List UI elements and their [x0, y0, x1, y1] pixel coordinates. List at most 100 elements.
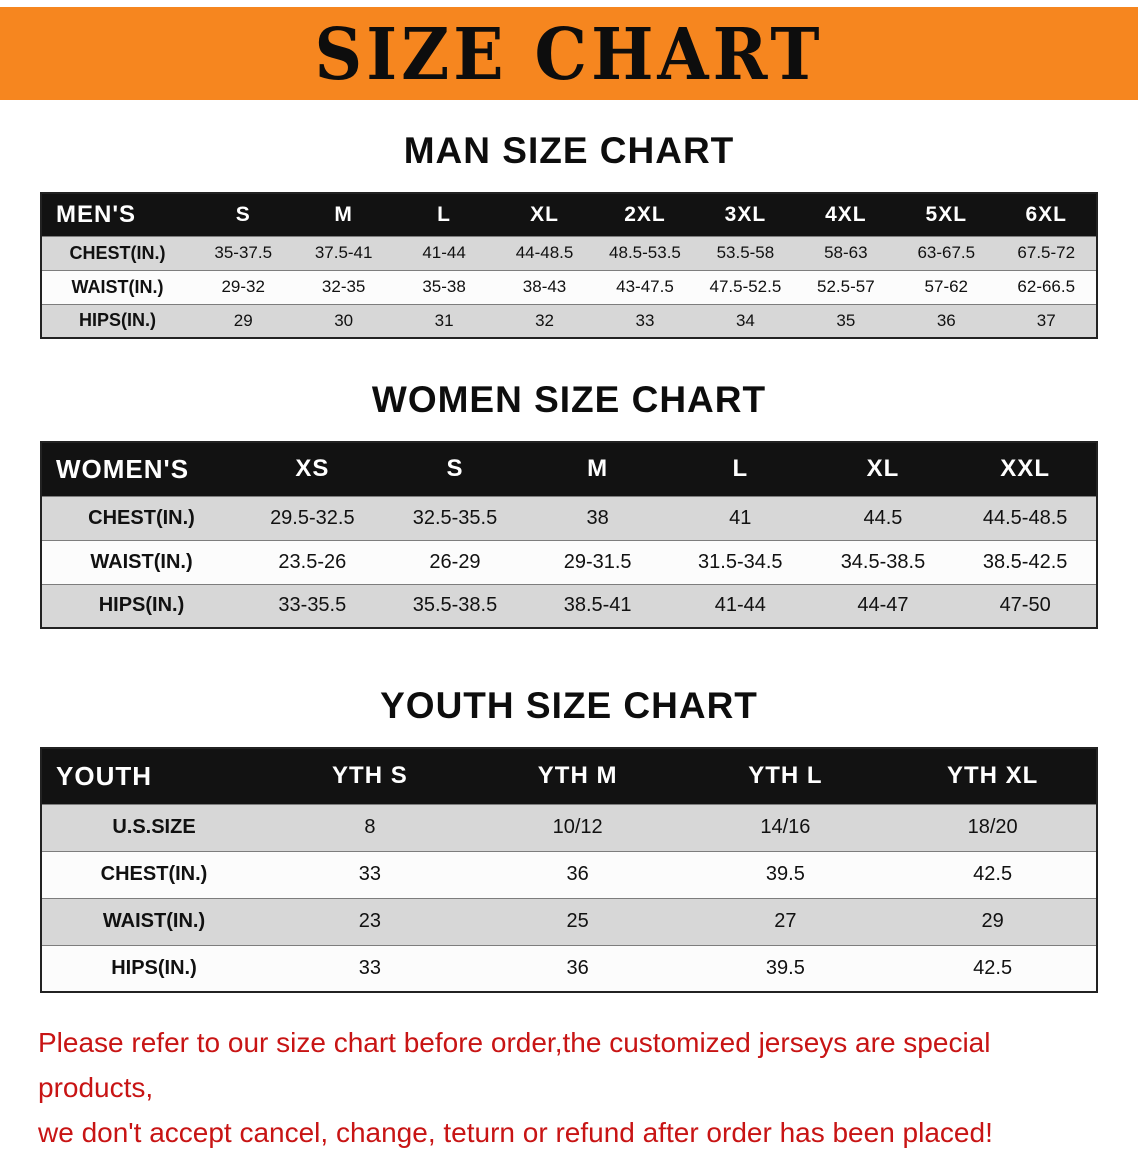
table-title-cell: YOUTH: [56, 760, 152, 791]
size-value-cell: 36: [566, 956, 589, 979]
row-label: CHEST(IN.): [69, 242, 166, 263]
size-value-cell: 30: [334, 310, 354, 330]
measurement-row: CHEST(IN.) 29.5-32.5 32.5-35.5 38 41 44.5 44.5…: [41, 496, 1097, 540]
size-column-header: 3XL: [724, 202, 767, 226]
size-value-cell: 29.5-32.5: [270, 506, 355, 529]
size-value-cell: 31: [434, 310, 454, 330]
size-value-cell: 38: [586, 506, 609, 529]
size-value-cell: 35-38: [422, 277, 466, 296]
women-section-heading: WOMEN SIZE CHART: [371, 379, 767, 420]
size-value-cell: 8: [364, 816, 376, 838]
size-column-header: 6XL: [1025, 202, 1067, 226]
size-value-cell: 18/20: [967, 816, 1018, 838]
size-value-cell: 36: [566, 863, 589, 885]
row-label: WAIST(IN.): [90, 550, 193, 573]
size-column-header: S: [446, 455, 464, 483]
table-header-row: YOUTH YTH S YTH M YTH L YTH XL: [41, 748, 1097, 804]
size-value-cell: 63-67.5: [917, 243, 976, 262]
size-value-cell: 39.5: [765, 863, 805, 885]
size-column-header: XL: [866, 455, 900, 483]
size-value-cell: 26-29: [429, 550, 481, 573]
size-value-cell: 38.5-41: [563, 594, 632, 617]
men-size-section: MAN SIZE CHART MEN'S S M L XL 2XL 3XL 4XL 5XL 6XL…: [0, 130, 1138, 339]
row-label: HIPS(IN.): [111, 956, 197, 979]
size-value-cell: 34: [735, 310, 755, 330]
size-value-cell: 62-66.5: [1017, 277, 1076, 296]
size-value-cell: 44.5-48.5: [982, 506, 1068, 529]
row-label: U.S.SIZE: [112, 816, 196, 838]
size-column-header: 4XL: [825, 202, 867, 226]
size-value-cell: 36: [936, 310, 956, 330]
size-value-cell: 35: [836, 310, 856, 330]
size-value-cell: 57-62: [924, 277, 969, 296]
size-value-cell: 42.5: [973, 956, 1013, 979]
row-label: CHEST(IN.): [100, 863, 208, 885]
disclaimer-line-2: we don't accept cancel, change, teturn o…: [38, 1116, 993, 1148]
size-column-header: YTH XL: [946, 762, 1039, 790]
size-value-cell: 32.5-35.5: [412, 506, 498, 529]
size-value-cell: 29-31.5: [563, 550, 632, 573]
size-column-header: 2XL: [624, 202, 666, 226]
size-value-cell: 32: [535, 310, 554, 330]
size-value-cell: 23.5-26: [278, 550, 347, 573]
size-column-header: YTH L: [748, 762, 823, 790]
size-column-header: L: [437, 202, 451, 226]
women-size-section: WOMEN SIZE CHART WOMEN'S XS S M L XL XXL CHEST(…: [0, 379, 1138, 629]
size-column-header: M: [334, 202, 353, 226]
size-value-cell: 41: [729, 506, 752, 529]
size-value-cell: 47-50: [999, 594, 1051, 617]
size-column-header: M: [587, 455, 609, 483]
size-column-header: 5XL: [925, 202, 968, 226]
size-value-cell: 39.5: [765, 956, 805, 979]
size-value-cell: 38-43: [522, 277, 567, 296]
size-value-cell: 41-44: [714, 594, 766, 617]
size-value-cell: 33-35.5: [278, 594, 347, 617]
size-value-cell: 27: [774, 910, 797, 932]
size-value-cell: 32-35: [321, 277, 366, 296]
row-label: HIPS(IN.): [98, 594, 185, 617]
size-value-cell: 34.5-38.5: [840, 550, 926, 573]
youth-section-heading: YOUTH SIZE CHART: [380, 685, 758, 726]
row-label: CHEST(IN.): [88, 506, 195, 529]
page-title: SIZE CHART: [314, 11, 824, 96]
measurement-row: HIPS(IN.) 29 30 31 32 33 34 35 36 37: [41, 304, 1097, 338]
size-value-cell: 47.5-52.5: [709, 277, 782, 296]
size-column-header: YTH M: [537, 762, 618, 790]
women-size-table: WOMEN'S XS S M L XL XXL CHEST(IN.) 29.5-32.5 32.5…: [40, 441, 1098, 629]
disclaimer-line-1: Please refer to our size chart before or…: [38, 1027, 991, 1103]
table-title-cell: WOMEN'S: [56, 453, 190, 484]
disclaimer: Please refer to our size chart before or…: [0, 1021, 1138, 1175]
measurement-row: CHEST(IN.) 33 36 39.5 42.5: [41, 851, 1097, 898]
size-value-cell: 29: [981, 910, 1004, 932]
measurement-row: U.S.SIZE 8 10/12 14/16 18/20: [41, 804, 1097, 851]
size-value-cell: 25: [566, 910, 589, 932]
table-title-cell: MEN'S: [56, 200, 137, 228]
size-value-cell: 43-47.5: [616, 277, 674, 296]
size-value-cell: 38.5-42.5: [982, 550, 1068, 573]
size-value-cell: 53.5-58: [716, 243, 775, 262]
size-value-cell: 10/12: [552, 816, 603, 838]
size-value-cell: 29: [233, 310, 253, 330]
measurement-row: HIPS(IN.) 33 36 39.5 42.5: [41, 945, 1097, 992]
size-value-cell: 58-63: [824, 243, 868, 262]
size-value-cell: 44-47: [857, 594, 909, 617]
banner: SIZE CHART: [0, 7, 1138, 100]
youth-size-section: YOUTH SIZE CHART YOUTH YTH S YTH M YTH L YTH…: [0, 685, 1138, 993]
size-value-cell: 44-48.5: [515, 243, 574, 262]
size-column-header: XL: [530, 202, 559, 226]
size-value-cell: 31.5-34.5: [698, 550, 783, 573]
size-value-cell: 37: [1036, 310, 1056, 330]
size-value-cell: 29-32: [221, 277, 265, 296]
size-value-cell: 33: [358, 863, 381, 885]
size-value-cell: 14/16: [760, 816, 811, 838]
measurement-row: WAIST(IN.) 23.5-26 26-29 29-31.5 31.5-34.5 34…: [41, 540, 1097, 584]
row-label: HIPS(IN.): [78, 310, 156, 331]
row-label: WAIST(IN.): [102, 910, 206, 932]
row-label: WAIST(IN.): [71, 276, 164, 297]
size-value-cell: 48.5-53.5: [609, 243, 681, 262]
size-value-cell: 37.5-41: [314, 243, 373, 262]
size-value-cell: 52.5-57: [817, 277, 875, 296]
size-value-cell: 44.5: [863, 506, 903, 529]
size-value-cell: 33: [358, 956, 381, 979]
